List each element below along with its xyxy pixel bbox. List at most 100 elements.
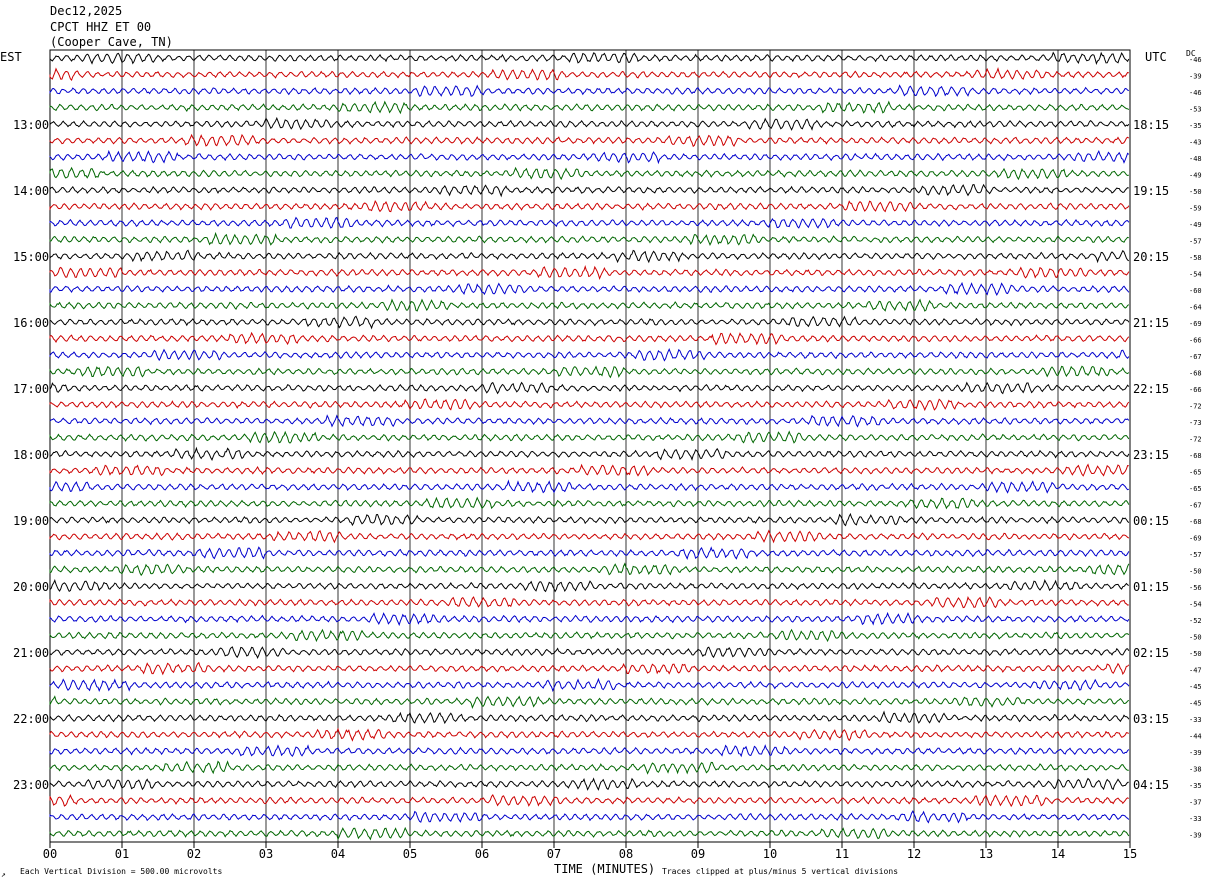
left-hour-label: 19:00 xyxy=(13,514,49,528)
x-tick-label: 12 xyxy=(907,847,921,861)
dc-offset-label: -38 xyxy=(1189,766,1202,774)
seismic-trace xyxy=(49,183,1129,198)
seismic-trace xyxy=(49,760,1129,775)
seismic-trace xyxy=(49,661,1130,676)
seismic-trace xyxy=(49,265,1130,280)
seismic-trace xyxy=(49,710,1130,725)
dc-offset-label: -54 xyxy=(1189,601,1202,609)
left-hour-label: 18:00 xyxy=(13,448,49,462)
header-location: (Cooper Cave, TN) xyxy=(50,35,173,49)
seismic-trace xyxy=(49,430,1130,444)
dc-offset-label: -48 xyxy=(1189,155,1202,163)
dc-offset-label: -68 xyxy=(1189,518,1202,526)
dc-offset-label: -43 xyxy=(1189,139,1202,147)
seismic-trace xyxy=(49,216,1130,229)
dc-offset-label: -50 xyxy=(1189,568,1202,576)
seismic-trace xyxy=(49,793,1130,808)
seismic-trace xyxy=(49,727,1129,742)
seismic-trace xyxy=(49,496,1130,510)
seismic-trace xyxy=(49,529,1130,544)
x-tick-label: 10 xyxy=(763,847,777,861)
dc-offset-label: -35 xyxy=(1189,782,1202,790)
dc-offset-label: -54 xyxy=(1189,271,1202,279)
footer-scale-note: Each Vertical Division = 500.00 microvol… xyxy=(20,867,223,876)
seismic-trace xyxy=(49,578,1130,593)
dc-offset-label: -49 xyxy=(1189,172,1202,180)
seismic-trace xyxy=(49,611,1130,627)
seismic-trace xyxy=(49,331,1130,346)
seismic-trace xyxy=(49,348,1130,362)
dc-offset-label: -44 xyxy=(1189,733,1202,741)
right-hour-label: 19:15 xyxy=(1133,184,1169,198)
dc-offset-label: -72 xyxy=(1189,436,1202,444)
header-station: CPCT HHZ ET 00 xyxy=(50,20,152,34)
x-tick-label: 04 xyxy=(331,847,345,861)
left-hour-label: 21:00 xyxy=(13,646,49,660)
dc-offset-label: -68 xyxy=(1189,370,1202,378)
dc-offset-label: -59 xyxy=(1189,205,1202,213)
right-hour-label: 20:15 xyxy=(1133,250,1169,264)
dc-offset-label: -60 xyxy=(1189,287,1202,295)
dc-offset-label: -69 xyxy=(1189,320,1202,328)
left-hour-label: 17:00 xyxy=(13,382,49,396)
dc-offset-label: -50 xyxy=(1189,634,1202,642)
dc-offset-label: -37 xyxy=(1189,799,1202,807)
dc-offset-label: -52 xyxy=(1189,617,1202,625)
dc-offset-label: -45 xyxy=(1189,683,1202,691)
dc-offset-label: -65 xyxy=(1189,485,1202,493)
dc-offset-label: -57 xyxy=(1189,551,1202,559)
x-tick-label: 03 xyxy=(259,847,273,861)
seismic-trace xyxy=(49,365,1130,379)
x-tick-label: 01 xyxy=(115,847,129,861)
footer-clip-note: Traces clipped at plus/minus 5 vertical … xyxy=(662,867,899,876)
dc-offset-label: -72 xyxy=(1189,403,1202,411)
footer-corner-glyph: ↗ xyxy=(1,870,6,879)
dc-offset-label: -53 xyxy=(1189,106,1202,114)
x-tick-label: 15 xyxy=(1123,847,1137,861)
seismic-trace xyxy=(49,199,1130,213)
dc-offset-label: -64 xyxy=(1189,304,1202,312)
seismic-trace xyxy=(49,66,1129,82)
left-hour-label: 16:00 xyxy=(13,316,49,330)
seismic-trace xyxy=(49,51,1130,65)
left-hour-label: 23:00 xyxy=(13,778,49,792)
left-hour-label: 13:00 xyxy=(13,118,49,132)
seismic-trace xyxy=(49,100,1130,115)
left-hour-label: 14:00 xyxy=(13,184,49,198)
x-tick-label: 06 xyxy=(475,847,489,861)
right-timezone-label: UTC xyxy=(1145,50,1167,64)
left-timezone-label: EST xyxy=(0,50,22,64)
right-hour-label: 03:15 xyxy=(1133,712,1169,726)
seismic-trace xyxy=(49,281,1130,296)
dc-offset-label: -49 xyxy=(1189,221,1202,229)
dc-offset-label: -56 xyxy=(1189,584,1202,592)
right-hour-label: 22:15 xyxy=(1133,382,1169,396)
right-hour-label: 02:15 xyxy=(1133,646,1169,660)
seismic-trace xyxy=(49,249,1130,264)
dc-offset-label: -45 xyxy=(1189,700,1202,708)
right-hour-label: 01:15 xyxy=(1133,580,1169,594)
dc-offset-label: -33 xyxy=(1189,815,1202,823)
x-tick-label: 13 xyxy=(979,847,993,861)
seismic-trace xyxy=(49,381,1130,395)
right-hour-label: 18:15 xyxy=(1133,118,1169,132)
seismic-trace xyxy=(49,628,1130,643)
x-axis-title: TIME (MINUTES) xyxy=(554,862,656,876)
seismic-trace xyxy=(49,298,1130,312)
seismic-trace xyxy=(49,546,1130,560)
dc-offset-label: -68 xyxy=(1189,452,1202,460)
seismic-trace xyxy=(49,695,1130,709)
left-hour-label: 22:00 xyxy=(13,712,49,726)
seismic-trace xyxy=(49,166,1129,181)
dc-offset-label: -65 xyxy=(1189,469,1202,477)
x-tick-label: 11 xyxy=(835,847,849,861)
seismic-trace xyxy=(49,463,1129,477)
seismic-trace xyxy=(49,149,1130,165)
dc-offset-label: -50 xyxy=(1189,650,1202,658)
seismic-trace xyxy=(49,414,1130,428)
dc-offset-label: -39 xyxy=(1189,832,1202,840)
dc-offset-label: -69 xyxy=(1189,535,1202,543)
dc-offset-label: -57 xyxy=(1189,238,1202,246)
seismic-trace xyxy=(49,512,1130,527)
seismic-trace xyxy=(49,562,1130,577)
